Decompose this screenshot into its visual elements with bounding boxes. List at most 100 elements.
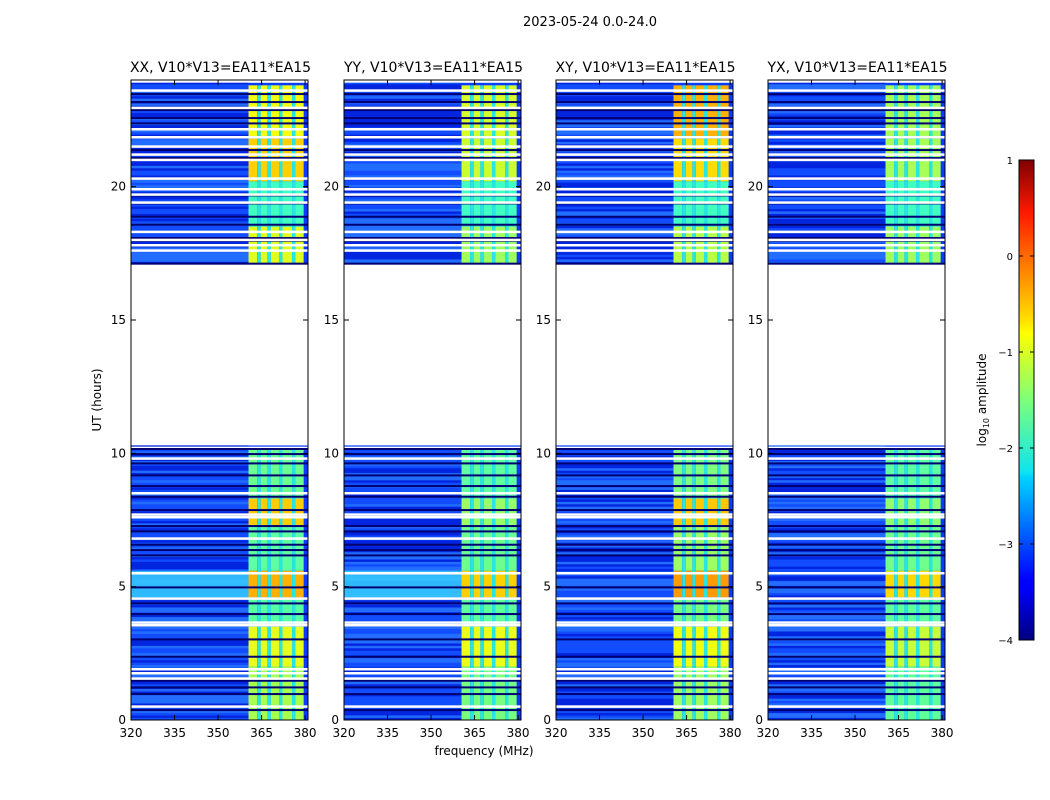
heatmap-row bbox=[556, 256, 674, 260]
heatmap-row bbox=[768, 640, 886, 644]
heatmap-row bbox=[768, 576, 886, 579]
rfi-block bbox=[707, 597, 718, 627]
heatmap-row bbox=[768, 242, 886, 246]
rfi-block bbox=[915, 448, 920, 499]
heatmap-row bbox=[344, 208, 462, 212]
heatmap-row bbox=[768, 626, 886, 630]
flagged-row bbox=[556, 668, 733, 671]
rfi-block bbox=[495, 597, 506, 627]
dark-row bbox=[556, 586, 733, 589]
rfi-block bbox=[720, 448, 729, 499]
heatmap-row bbox=[768, 501, 886, 505]
y-tick-label: 5 bbox=[118, 580, 126, 594]
heatmap-row bbox=[131, 660, 249, 663]
heatmap-row bbox=[768, 151, 886, 154]
heatmap-row bbox=[131, 470, 249, 474]
rfi-block bbox=[894, 597, 898, 627]
heatmap-row bbox=[556, 688, 674, 692]
heatmap-row bbox=[556, 184, 674, 188]
dark-row bbox=[344, 549, 521, 552]
dark-row bbox=[556, 495, 733, 498]
heatmap-row bbox=[768, 115, 886, 118]
rfi-block bbox=[267, 626, 271, 667]
rfi-block bbox=[292, 498, 296, 526]
rfi-block bbox=[682, 525, 686, 571]
heatmap-row bbox=[131, 712, 249, 716]
dark-row bbox=[768, 157, 945, 160]
heatmap-row bbox=[344, 228, 462, 231]
flagged-row bbox=[344, 624, 521, 627]
rfi-block bbox=[473, 570, 481, 598]
heatmap-row bbox=[131, 674, 249, 678]
data-gap bbox=[556, 264, 733, 446]
heatmap-row bbox=[768, 124, 886, 128]
heatmap-row bbox=[556, 528, 674, 531]
heatmap-row bbox=[768, 595, 886, 598]
heatmap-row bbox=[768, 218, 886, 222]
heatmap-row bbox=[131, 151, 249, 154]
dark-row bbox=[131, 530, 308, 533]
heatmap-row bbox=[344, 139, 462, 142]
dark-row bbox=[768, 554, 945, 557]
heatmap-row bbox=[556, 134, 674, 138]
dark-row bbox=[556, 157, 733, 160]
heatmap-row bbox=[768, 504, 886, 507]
heatmap-row bbox=[768, 463, 886, 466]
dark-row bbox=[131, 474, 308, 477]
rfi-block bbox=[717, 448, 721, 499]
flagged-row bbox=[556, 621, 733, 624]
flagged-row bbox=[556, 672, 733, 675]
rfi-block bbox=[483, 570, 492, 598]
heatmap-row bbox=[344, 182, 462, 186]
heatmap-row bbox=[344, 561, 462, 565]
heatmap-row bbox=[556, 220, 674, 224]
heatmap-row bbox=[131, 242, 249, 246]
dark-row bbox=[131, 462, 308, 465]
heatmap-row bbox=[768, 129, 886, 133]
heatmap-row bbox=[556, 566, 674, 570]
dark-row bbox=[768, 237, 945, 240]
dark-row bbox=[131, 149, 308, 152]
x-tick-label: 335 bbox=[800, 726, 823, 740]
flagged-row bbox=[556, 624, 733, 627]
figure-suptitle: 2023-05-24 0.0-24.0 bbox=[523, 15, 657, 30]
heatmap-row bbox=[556, 252, 674, 255]
heatmap-row bbox=[556, 626, 674, 630]
flagged-row bbox=[131, 572, 308, 575]
rfi-block bbox=[505, 626, 509, 667]
heatmap-row bbox=[131, 607, 249, 610]
heatmap-row bbox=[344, 662, 462, 666]
heatmap-row bbox=[131, 172, 249, 176]
dark-row bbox=[131, 109, 308, 112]
heatmap-row bbox=[556, 568, 674, 572]
heatmap-row bbox=[768, 561, 886, 565]
heatmap-row bbox=[768, 199, 886, 202]
flagged-row bbox=[131, 672, 308, 675]
x-tick-label: 350 bbox=[420, 726, 443, 740]
heatmap-row bbox=[768, 664, 886, 668]
flagged-row bbox=[344, 537, 521, 540]
heatmap-row bbox=[556, 703, 674, 706]
heatmap-row bbox=[556, 225, 674, 229]
heatmap-row bbox=[556, 206, 674, 210]
heatmap-row bbox=[768, 112, 886, 116]
heatmap-row bbox=[344, 660, 462, 663]
heatmap-row bbox=[344, 151, 462, 154]
dark-row bbox=[344, 509, 521, 512]
colorbar-tick-label: −4 bbox=[998, 636, 1013, 647]
heatmap-row bbox=[344, 609, 462, 613]
rfi-block bbox=[292, 525, 296, 571]
heatmap-row bbox=[131, 206, 249, 210]
heatmap-row bbox=[556, 196, 674, 200]
heatmap-row bbox=[768, 506, 886, 510]
heatmap-row bbox=[556, 535, 674, 538]
rfi-block bbox=[461, 85, 471, 139]
rfi-block bbox=[894, 626, 898, 667]
rfi-block bbox=[282, 85, 293, 139]
rfi-block bbox=[919, 626, 930, 667]
heatmap-row bbox=[768, 643, 886, 646]
heatmap-row bbox=[556, 465, 674, 469]
heatmap-row bbox=[344, 235, 462, 238]
x-tick-label: 350 bbox=[632, 726, 655, 740]
heatmap-row bbox=[556, 504, 674, 507]
